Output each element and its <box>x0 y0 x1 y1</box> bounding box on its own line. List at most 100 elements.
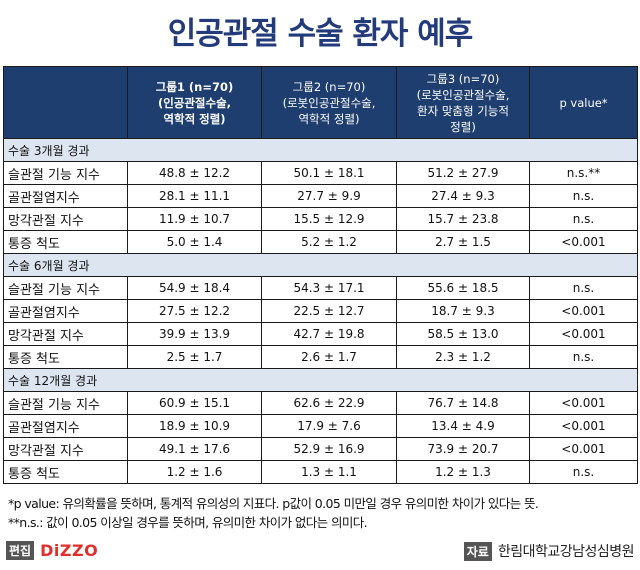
row-label: 골관절염지수 <box>3 299 128 323</box>
group-1-cell: 18.9 ± 10.9 <box>127 414 262 438</box>
group-3-cell: 27.4 ± 9.3 <box>396 184 530 208</box>
column-header-0 <box>3 66 128 139</box>
column-header-line: (로봇인공관절수술, <box>282 95 376 110</box>
column-header-1: 그룹1 (n=70) (인공관절수술, 역학적 정렬) <box>127 66 262 139</box>
column-header-3: 그룹3 (n=70) (로봇인공관절수술, 환자 맞춤형 기능적 정렬) <box>396 66 530 139</box>
group-1-cell: 39.9 ± 13.9 <box>127 322 262 346</box>
section-label: 수술 3개월 경과 <box>3 138 638 162</box>
p-value-cell: n.s.** <box>529 161 638 185</box>
group-2-cell: 1.3 ± 1.1 <box>261 460 397 484</box>
table-row: 골관절염지수 28.1 ± 11.1 27.7 ± 9.9 27.4 ± 9.3 n.s… <box>3 184 638 208</box>
group-3-cell: 2.3 ± 1.2 <box>396 345 530 369</box>
table-row: 슬관절 기능 지수 60.9 ± 15.1 62.6 ± 22.9 76.7 ± 14… <box>3 391 638 415</box>
editor-credit: 편집 DiZZO <box>6 541 98 560</box>
p-value-cell: <0.001 <box>529 322 638 346</box>
group-1-cell: 49.1 ± 17.6 <box>127 437 262 461</box>
group-3-cell: 15.7 ± 23.8 <box>396 207 530 231</box>
p-value-cell: <0.001 <box>529 230 638 254</box>
p-value-cell: n.s. <box>529 345 638 369</box>
group-1-cell: 2.5 ± 1.7 <box>127 345 262 369</box>
table-row: 통증 척도 2.5 ± 1.7 2.6 ± 1.7 2.3 ± 1.2 n.s. <box>3 345 638 369</box>
group-3-cell: 73.9 ± 20.7 <box>396 437 530 461</box>
p-value-cell: <0.001 <box>529 437 638 461</box>
group-1-cell: 28.1 ± 11.1 <box>127 184 262 208</box>
column-header-line: 역학적 정렬) <box>298 111 360 126</box>
group-2-cell: 52.9 ± 16.9 <box>261 437 397 461</box>
source-credit: 자료 한림대학교강남성심병원 <box>463 541 635 561</box>
group-2-cell: 22.5 ± 12.7 <box>261 299 397 323</box>
table-row: 골관절염지수 18.9 ± 10.9 17.9 ± 7.6 13.4 ± 4.9 <0.… <box>3 414 638 438</box>
group-1-cell: 11.9 ± 10.7 <box>127 207 262 231</box>
row-label: 통증 척도 <box>3 345 128 369</box>
section-label: 수술 12개월 경과 <box>3 368 638 392</box>
section-row: 수술 12개월 경과 <box>3 368 638 392</box>
column-header-line: (로봇인공관절수술, <box>416 87 510 102</box>
column-header-line: 그룹2 (n=70) <box>292 79 366 94</box>
column-header-line: 역학적 정렬) <box>163 111 226 126</box>
p-value-cell: <0.001 <box>529 414 638 438</box>
p-value-cell: n.s. <box>529 276 638 300</box>
p-value-cell: <0.001 <box>529 299 638 323</box>
group-3-cell: 76.7 ± 14.8 <box>396 391 530 415</box>
table-row: 슬관절 기능 지수 48.8 ± 12.2 50.1 ± 18.1 51.2 ± 27… <box>3 161 638 185</box>
table-row: 골관절염지수 27.5 ± 12.2 22.5 ± 12.7 18.7 ± 9.3 <0… <box>3 299 638 323</box>
table-row: 슬관절 기능 지수 54.9 ± 18.4 54.3 ± 17.1 55.6 ± 18… <box>3 276 638 300</box>
source-tag: 자료 <box>463 541 492 561</box>
page-title: 인공관절 수술 환자 예후 <box>167 16 474 52</box>
section-label: 수술 6개월 경과 <box>3 253 638 277</box>
p-value-cell: n.s. <box>529 460 638 484</box>
row-label: 골관절염지수 <box>3 414 128 438</box>
group-2-cell: 27.7 ± 9.9 <box>261 184 397 208</box>
row-label: 골관절염지수 <box>3 184 128 208</box>
footnotes: *p value: 유의확률을 뜻하며, 통계적 유의성의 지표다. p값이 0… <box>8 494 539 532</box>
group-2-cell: 15.5 ± 12.9 <box>261 207 397 231</box>
group-3-cell: 13.4 ± 4.9 <box>396 414 530 438</box>
column-header-2: 그룹2 (n=70) (로봇인공관절수술, 역학적 정렬) <box>261 66 397 139</box>
group-2-cell: 62.6 ± 22.9 <box>261 391 397 415</box>
group-2-cell: 5.2 ± 1.2 <box>261 230 397 254</box>
table-row: 망각관절 지수 11.9 ± 10.7 15.5 ± 12.9 15.7 ± 23.8… <box>3 207 638 231</box>
editor-tag: 편집 <box>6 541 35 560</box>
group-1-cell: 27.5 ± 12.2 <box>127 299 262 323</box>
row-label: 통증 척도 <box>3 460 128 484</box>
column-header-line: 정렬) <box>450 119 476 134</box>
group-3-cell: 2.7 ± 1.5 <box>396 230 530 254</box>
row-label: 망각관절 지수 <box>3 322 128 346</box>
group-1-cell: 48.8 ± 12.2 <box>127 161 262 185</box>
column-header-4: p value* <box>529 66 638 139</box>
group-2-cell: 42.7 ± 19.8 <box>261 322 397 346</box>
table-row: 통증 척도 1.2 ± 1.6 1.3 ± 1.1 1.2 ± 1.3 n.s. <box>3 460 638 484</box>
group-2-cell: 50.1 ± 18.1 <box>261 161 397 185</box>
section-row: 수술 3개월 경과 <box>3 138 638 162</box>
footnote-p-value: *p value: 유의확률을 뜻하며, 통계적 유의성의 지표다. p값이 0… <box>8 496 539 511</box>
row-label: 슬관절 기능 지수 <box>3 161 128 185</box>
group-2-cell: 17.9 ± 7.6 <box>261 414 397 438</box>
row-label: 망각관절 지수 <box>3 437 128 461</box>
header-row: 그룹1 (n=70) (인공관절수술, 역학적 정렬) 그룹2 (n=70) (로봇인공… <box>3 66 638 139</box>
editor-brand-logo: DiZZO <box>40 541 99 560</box>
group-2-cell: 54.3 ± 17.1 <box>261 276 397 300</box>
p-value-cell: <0.001 <box>529 391 638 415</box>
prognosis-table: 그룹1 (n=70) (인공관절수술, 역학적 정렬) 그룹2 (n=70) (로봇인공… <box>3 66 638 484</box>
section-row: 수술 6개월 경과 <box>3 253 638 277</box>
row-label: 통증 척도 <box>3 230 128 254</box>
group-3-cell: 1.2 ± 1.3 <box>396 460 530 484</box>
group-2-cell: 2.6 ± 1.7 <box>261 345 397 369</box>
group-1-cell: 5.0 ± 1.4 <box>127 230 262 254</box>
group-3-cell: 18.7 ± 9.3 <box>396 299 530 323</box>
footnote-ns: **n.s.: 값이 0.05 이상일 경우를 뜻하며, 유의미한 차이가 없다… <box>8 515 368 530</box>
group-1-cell: 1.2 ± 1.6 <box>127 460 262 484</box>
table-row: 망각관절 지수 39.9 ± 13.9 42.7 ± 19.8 58.5 ± 13.0… <box>3 322 638 346</box>
group-3-cell: 51.2 ± 27.9 <box>396 161 530 185</box>
row-label: 슬관절 기능 지수 <box>3 391 128 415</box>
table-row: 통증 척도 5.0 ± 1.4 5.2 ± 1.2 2.7 ± 1.5 <0.001 <box>3 230 638 254</box>
row-label: 망각관절 지수 <box>3 207 128 231</box>
source-name: 한림대학교강남성심병원 <box>497 544 635 560</box>
row-label: 슬관절 기능 지수 <box>3 276 128 300</box>
p-value-cell: n.s. <box>529 207 638 231</box>
group-3-cell: 58.5 ± 13.0 <box>396 322 530 346</box>
p-value-cell: n.s. <box>529 184 638 208</box>
column-header-line: 그룹1 (n=70) <box>155 79 234 94</box>
group-3-cell: 55.6 ± 18.5 <box>396 276 530 300</box>
column-header-line: 그룹3 (n=70) <box>426 71 500 86</box>
